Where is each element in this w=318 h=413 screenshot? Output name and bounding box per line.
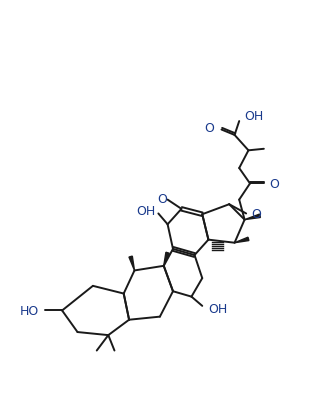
Text: O: O xyxy=(205,122,215,135)
Polygon shape xyxy=(235,237,249,243)
Polygon shape xyxy=(129,256,135,271)
Polygon shape xyxy=(245,215,260,220)
Text: OH: OH xyxy=(245,110,264,123)
Polygon shape xyxy=(164,253,169,266)
Text: OH: OH xyxy=(208,303,228,316)
Text: O: O xyxy=(252,207,261,221)
Text: O: O xyxy=(269,178,279,190)
Text: HO: HO xyxy=(20,304,39,317)
Text: OH: OH xyxy=(136,204,155,217)
Text: O: O xyxy=(157,192,167,205)
